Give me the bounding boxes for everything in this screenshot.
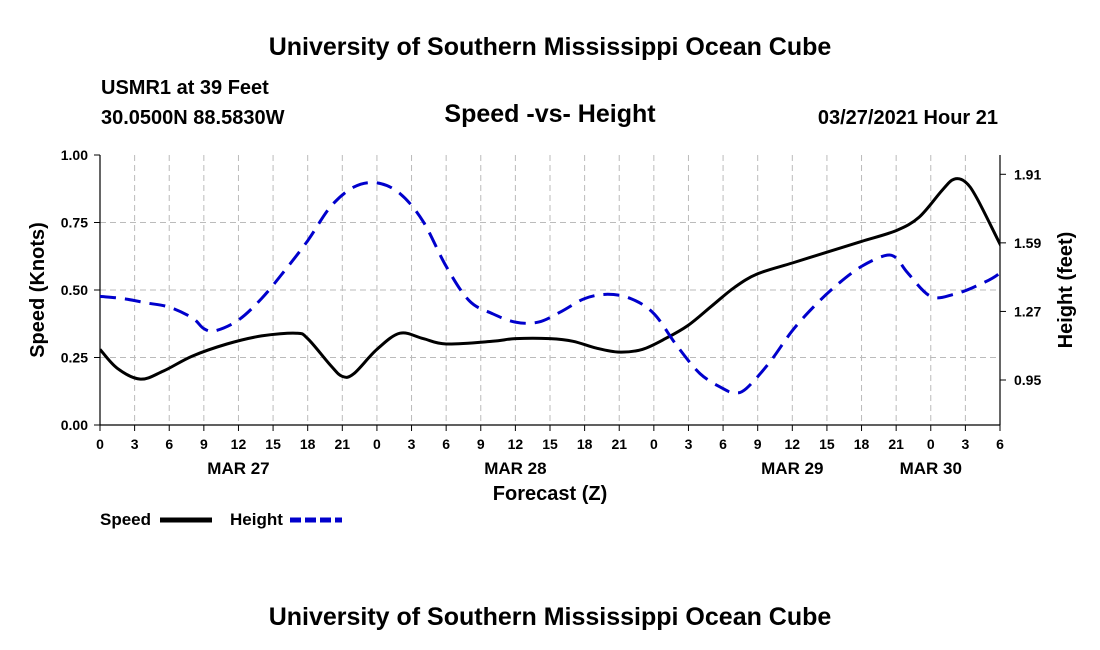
legend-height-label: Height <box>230 510 283 529</box>
x-tick-label: 6 <box>719 436 727 452</box>
page-title: University of Southern Mississippi Ocean… <box>268 33 832 61</box>
y2-axis-title: Height (feet) <box>1055 232 1077 349</box>
legend: Speed Height <box>100 510 342 529</box>
x-tick-label: 21 <box>611 436 627 452</box>
y2-tick-label: 1.59 <box>1014 235 1041 251</box>
x-tick-label: 0 <box>650 436 658 452</box>
x-tick-label: 6 <box>165 436 173 452</box>
x-tick-label: 3 <box>131 436 139 452</box>
footer-title: University of Southern Mississippi Ocean… <box>268 603 832 631</box>
y-axis-title: Speed (Knots) <box>27 222 49 358</box>
y-tick-label: 0.50 <box>61 282 88 298</box>
date-label: MAR 28 <box>484 459 546 478</box>
x-tick-label: 18 <box>854 436 870 452</box>
x-tick-label: 0 <box>96 436 104 452</box>
x-tick-label: 21 <box>888 436 904 452</box>
y2-tick-label: 0.95 <box>1014 372 1041 388</box>
speed-series-line <box>100 177 1000 381</box>
x-axis-title: Forecast (Z) <box>493 483 607 505</box>
y-tick-label: 0.75 <box>61 215 88 231</box>
plot-area <box>100 177 1000 395</box>
y2-tick-label: 1.91 <box>1014 166 1041 182</box>
y-tick-label: 0.00 <box>61 417 88 433</box>
x-tick-label: 9 <box>754 436 762 452</box>
x-tick-label: 6 <box>996 436 1004 452</box>
axes <box>94 154 1006 431</box>
x-tick-label: 0 <box>373 436 381 452</box>
x-tick-label: 12 <box>231 436 247 452</box>
date-label: MAR 30 <box>900 459 962 478</box>
x-tick-label: 21 <box>335 436 351 452</box>
coordinates-label: 30.0500N 88.5830W <box>101 107 285 129</box>
x-tick-label: 15 <box>542 436 558 452</box>
x-tick-label: 9 <box>477 436 485 452</box>
x-tick-label: 3 <box>961 436 969 452</box>
x-tick-label: 3 <box>408 436 416 452</box>
station-label: USMR1 at 39 Feet <box>101 77 269 99</box>
height-series-line <box>100 181 1000 395</box>
y-tick-label: 1.00 <box>61 147 88 163</box>
x-tick-label: 12 <box>508 436 524 452</box>
date-label: MAR 29 <box>761 459 823 478</box>
y-tick-label: 0.25 <box>61 350 88 366</box>
x-tick-label: 12 <box>785 436 801 452</box>
axis-labels: 0 3 6 9 12 15 18 21 0 3 6 9 12 15 18 21 0 3 6 9 12 15 18 21 0 3 6 0… <box>27 147 1077 505</box>
x-tick-label: 0 <box>927 436 935 452</box>
y2-tick-label: 1.27 <box>1014 303 1041 319</box>
x-tick-label: 18 <box>300 436 316 452</box>
x-tick-label: 18 <box>577 436 593 452</box>
x-tick-label: 9 <box>200 436 208 452</box>
date-label: MAR 27 <box>207 459 269 478</box>
x-tick-label: 6 <box>442 436 450 452</box>
x-tick-label: 3 <box>685 436 693 452</box>
grid <box>100 155 1000 425</box>
x-tick-label: 15 <box>819 436 835 452</box>
date-label: 03/27/2021 Hour 21 <box>817 107 998 129</box>
chart-title: Speed -vs- Height <box>444 100 656 128</box>
x-tick-label: 15 <box>265 436 281 452</box>
legend-speed-label: Speed <box>100 510 151 529</box>
series <box>100 177 1000 395</box>
